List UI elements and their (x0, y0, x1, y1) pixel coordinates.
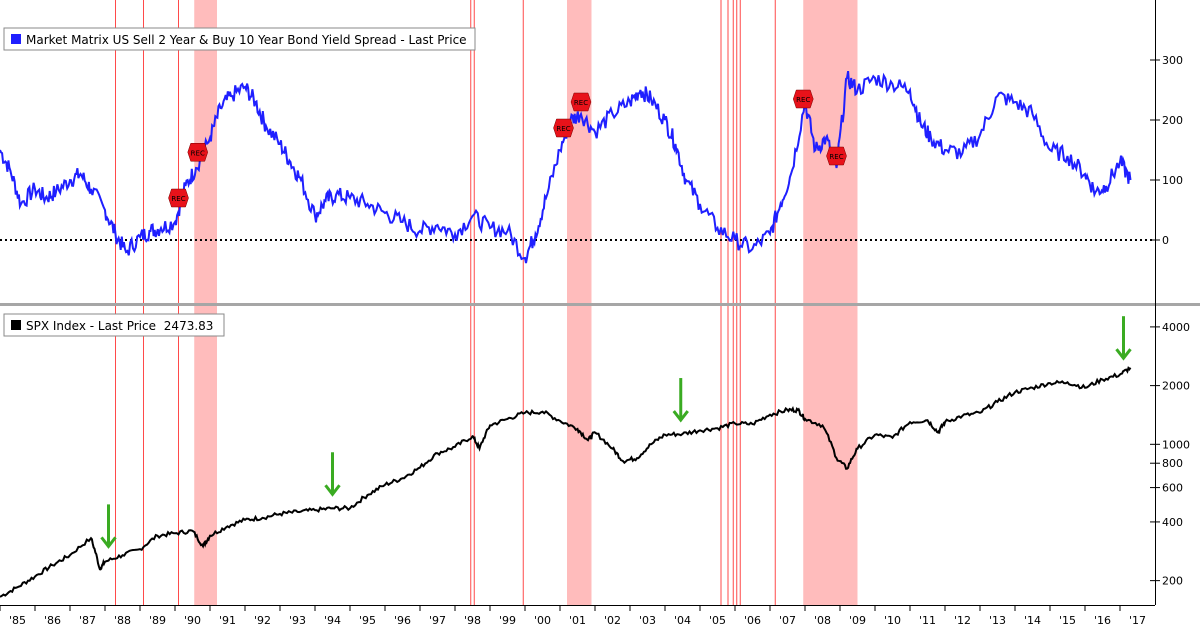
rec-markers: REC REC REC REC REC REC (168, 89, 847, 208)
rec-marker-label: REC (574, 99, 588, 107)
rec-marker-label: REC (556, 125, 570, 133)
rec-marker: REC (792, 89, 814, 109)
top-y-axis: 300 200 100 0 (1150, 54, 1183, 247)
bottom-y-tick-label: 2000 (1162, 380, 1190, 393)
recession-band (567, 0, 592, 605)
x-tick-label: '13 (989, 614, 1006, 627)
bottom-y-axis: 4000 2000 1000 800 600 400 200 (1150, 321, 1190, 588)
x-tick-label: '98 (464, 614, 481, 627)
rec-marker-label: REC (829, 153, 843, 161)
top-y-tick-label: 300 (1162, 54, 1183, 67)
x-tick-label: '91 (219, 614, 236, 627)
top-y-tick-label: 0 (1162, 234, 1169, 247)
x-tick-label: '10 (884, 614, 901, 627)
bottom-legend: SPX Index - Last Price 2473.83 (3, 313, 225, 337)
x-tick-label: '14 (1024, 614, 1041, 627)
rec-marker: REC (570, 92, 592, 112)
highlight-arrow (1115, 316, 1132, 361)
x-tick-label: '11 (919, 614, 936, 627)
bottom-legend-prefix: SPX Index - Last Price (26, 319, 156, 333)
x-axis: '85 '86 '87 '88 '89 '90 '91 '92 '93 '94 '95 '96 '97 '… (0, 605, 1146, 627)
x-tick-label: '15 (1059, 614, 1076, 627)
x-tick-label: '03 (639, 614, 656, 627)
bottom-y-tick-label: 600 (1162, 482, 1183, 495)
bottom-y-tick-label: 200 (1162, 575, 1183, 588)
x-tick-label: '04 (674, 614, 691, 627)
bottom-y-tick-label: 4000 (1162, 321, 1190, 334)
x-tick-label: '99 (499, 614, 516, 627)
x-tick-label: '02 (604, 614, 621, 627)
bottom-legend-label: SPX Index - Last Price 2473.83 (26, 319, 213, 333)
x-tick-label: '89 (149, 614, 166, 627)
top-legend-label: Market Matrix US Sell 2 Year & Buy 10 Ye… (26, 33, 467, 47)
bottom-y-tick-label: 800 (1162, 457, 1183, 470)
event-lines (115, 0, 776, 605)
rec-marker-label: REC (796, 96, 810, 104)
rec-marker-label: REC (191, 149, 205, 157)
recession-band (803, 0, 858, 605)
spx-series-line (0, 366, 1132, 598)
x-tick-label: '95 (359, 614, 376, 627)
x-tick-label: '87 (79, 614, 96, 627)
highlight-arrow (672, 378, 689, 423)
x-tick-label: '96 (394, 614, 411, 627)
rec-marker: REC (187, 143, 209, 162)
x-tick-label: '86 (44, 614, 61, 627)
x-tick-label: '05 (709, 614, 726, 627)
x-tick-label: '08 (814, 614, 831, 627)
rec-marker: REC (553, 118, 574, 138)
x-tick-label: '85 (9, 614, 26, 627)
x-tick-label: '09 (849, 614, 866, 627)
highlight-arrows (100, 316, 1132, 549)
spread-series-line (0, 70, 1132, 264)
top-y-tick-label: 200 (1162, 114, 1183, 127)
highlight-arrow (100, 504, 117, 549)
x-tick-label: '07 (779, 614, 796, 627)
bottom-y-tick-label: 400 (1162, 516, 1183, 529)
x-tick-label: '88 (114, 614, 131, 627)
bottom-legend-last-price: 2473.83 (164, 319, 214, 333)
top-legend-swatch (11, 34, 21, 44)
bottom-legend-swatch (11, 320, 21, 330)
x-tick-label: '01 (569, 614, 586, 627)
rec-marker: REC (826, 146, 847, 166)
x-tick-label: '17 (1129, 614, 1146, 627)
rec-marker: REC (168, 188, 189, 208)
top-y-tick-label: 100 (1162, 174, 1183, 187)
recession-band (194, 0, 217, 605)
highlight-arrow (324, 452, 341, 497)
x-tick-label: '12 (954, 614, 971, 627)
x-tick-label: '90 (184, 614, 201, 627)
x-tick-label: '92 (254, 614, 271, 627)
rec-marker-label: REC (171, 195, 185, 203)
top-legend: Market Matrix US Sell 2 Year & Buy 10 Ye… (3, 27, 476, 51)
x-tick-label: '94 (324, 614, 341, 627)
x-tick-label: '06 (744, 614, 761, 627)
x-tick-label: '00 (534, 614, 551, 627)
x-tick-label: '93 (289, 614, 306, 627)
x-tick-label: '16 (1094, 614, 1111, 627)
recession-bands (194, 0, 858, 605)
x-tick-label: '97 (429, 614, 446, 627)
bottom-y-tick-label: 1000 (1162, 438, 1190, 451)
